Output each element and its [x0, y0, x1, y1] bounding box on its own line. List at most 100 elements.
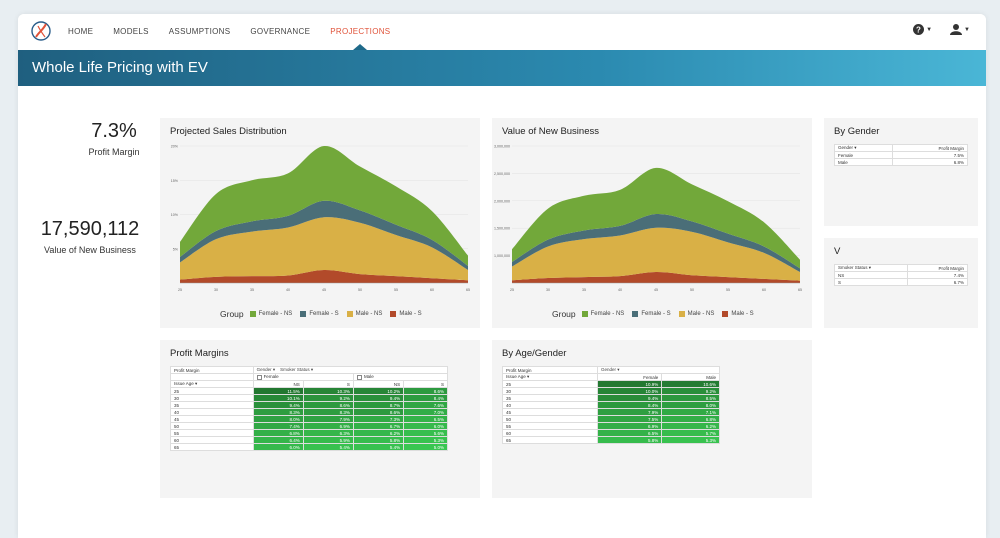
area-female-s[interactable] — [180, 200, 468, 270]
x-tick-label: 30 — [214, 288, 218, 292]
legend-item[interactable]: Female - S — [632, 311, 671, 317]
heat-cell: 5.4% — [302, 443, 354, 451]
table-header[interactable]: Smoker Status ▾ — [833, 264, 909, 272]
row-header[interactable]: Issue Age ▾ — [502, 373, 598, 381]
column-group-female[interactable]: Female — [252, 373, 354, 381]
legend-item[interactable]: Female - S — [300, 311, 339, 317]
legend-item[interactable]: Male - S — [722, 311, 754, 317]
area-male-ns[interactable] — [512, 227, 800, 281]
nav-projections[interactable]: PROJECTIONS — [330, 14, 390, 50]
table-cell: Male — [833, 158, 894, 166]
table-header[interactable]: Gender ▾ — [833, 144, 894, 152]
row-label: 60 — [502, 429, 598, 437]
nav-right: ? ▼ ▼ — [895, 24, 970, 35]
legend-label: Female - S — [309, 311, 339, 317]
heat-cell: 8.3% — [302, 408, 354, 416]
table-row: 30 10.1% 9.2% 9.4% 8.4% — [170, 394, 448, 402]
heat-cell: 5.0% — [403, 443, 448, 451]
vnb-card: Value of New Business 3,000,000 2,500,000… — [492, 118, 812, 328]
swatch-male-ns — [678, 311, 685, 317]
row-label: 50 — [170, 422, 254, 430]
column-group-male[interactable]: Male — [352, 373, 449, 381]
help-menu[interactable]: ? ▼ — [913, 24, 932, 35]
table-cell: 7.5% — [892, 151, 968, 159]
row-label: 55 — [502, 422, 598, 430]
table-cell: S — [833, 278, 909, 286]
heat-cell: 10.9% — [596, 380, 663, 388]
table-row: 55 6.8% 6.3% 6.2% 5.6% — [170, 429, 448, 437]
heat-cell: 11.5% — [252, 387, 304, 395]
heat-cell: 7.4% — [252, 422, 304, 430]
row-label: 40 — [502, 401, 598, 409]
area-female-ns[interactable] — [512, 167, 800, 269]
area-male-s[interactable] — [180, 269, 468, 283]
legend-title: Group — [220, 309, 244, 319]
help-icon: ? — [913, 24, 925, 35]
sales-distribution-chart[interactable]: 20% 15% 10% 5% 25 30 35 40 45 50 55 60 65 — [160, 118, 480, 328]
table-row: NS 7.4% — [833, 271, 968, 279]
pivot-control-row: Profit Margin Gender ▾ Smoker Status ▾ — [170, 366, 449, 374]
nav-models[interactable]: MODELS — [113, 27, 149, 36]
heat-cell: 8.6% — [403, 387, 448, 395]
heat-cell: 10.2% — [352, 387, 405, 395]
heat-cell: 8.0% — [252, 415, 304, 423]
table-row: 30 10.0% 9.2% — [502, 387, 720, 395]
y-tick-label: 20% — [171, 145, 179, 149]
x-tick-label: 65 — [466, 288, 470, 292]
heat-cell: 5.6% — [403, 429, 448, 437]
row-label: 55 — [170, 429, 254, 437]
vnb-chart[interactable]: 3,000,000 2,500,000 2,000,000 1,500,000 1,00… — [492, 118, 812, 328]
area-male-s[interactable] — [512, 272, 800, 283]
heat-cell: 6.0% — [403, 422, 448, 430]
table-row: 40 8.3% 8.3% 8.6% 7.0% — [170, 408, 448, 416]
row-label: 45 — [170, 415, 254, 423]
nav-assumptions[interactable]: ASSUMPTIONS — [168, 27, 231, 36]
top-nav: HOME MODELS ASSUMPTIONS GOVERNANCE PROJE… — [18, 14, 986, 50]
row-label: 25 — [502, 380, 598, 388]
heat-cell: 7.5% — [596, 415, 663, 423]
area-female-ns[interactable] — [180, 145, 468, 266]
heat-cell: 8.7% — [352, 401, 405, 409]
legend-item[interactable]: Male - NS — [678, 311, 714, 317]
table-row: 65 5.8% 5.3% — [502, 436, 720, 444]
heat-cell: 5.8% — [596, 436, 663, 444]
card-title: Profit Margins — [170, 348, 229, 359]
row-label: 30 — [502, 387, 598, 395]
x-tick-label: 35 — [582, 288, 586, 292]
x-tick-label: 35 — [250, 288, 254, 292]
row-header[interactable]: Issue Age ▾ — [170, 380, 254, 388]
heat-cell: 6.9% — [596, 422, 663, 430]
x-tick-label: 50 — [690, 288, 694, 292]
y-tick-label: 3,000,000 — [494, 145, 510, 149]
smoker-filter[interactable]: Smoker Status ▾ — [280, 367, 314, 372]
area-male-ns[interactable] — [180, 217, 468, 281]
nav-governance[interactable]: GOVERNANCE — [250, 27, 311, 36]
y-tick-label: 2,500,000 — [494, 172, 510, 176]
legend-item[interactable]: Male - NS — [346, 311, 382, 317]
heat-cell: 8.6% — [302, 401, 354, 409]
heat-cell: 10.3% — [302, 387, 354, 395]
legend-item[interactable]: Male - S — [390, 311, 422, 317]
gender-filter[interactable]: Gender ▾ — [256, 367, 276, 372]
table-row: 50 7.4% 6.9% 6.7% 6.0% — [170, 422, 448, 430]
row-label: 65 — [502, 436, 598, 444]
logo-icon[interactable] — [30, 20, 52, 42]
table-header: Profit Margin — [907, 264, 968, 272]
gender-filter[interactable]: Gender ▾ — [596, 366, 721, 374]
user-menu[interactable]: ▼ — [950, 24, 970, 35]
heat-cell: 6.5% — [596, 429, 663, 437]
age-gender-table-body: 25 10.9% 10.6% 30 10.0% 9.2% 35 9.4% 8.5% 40 8.4% 8… — [502, 380, 720, 444]
page-banner: Whole Life Pricing with EV — [18, 50, 986, 86]
area-female-s[interactable] — [512, 213, 800, 273]
legend-item[interactable]: Female - NS — [581, 311, 624, 317]
nav-home[interactable]: HOME — [68, 27, 94, 36]
x-tick-label: 25 — [510, 288, 514, 292]
legend-item[interactable]: Female - NS — [249, 311, 292, 317]
y-tick-label: 5% — [173, 247, 179, 251]
age-gender-table: Profit Margin Gender ▾ Issue Age ▾ Femal… — [502, 366, 721, 444]
heat-cell: 7.1% — [661, 408, 720, 416]
row-label: 60 — [170, 436, 254, 444]
by-age-gender-card: By Age/Gender Profit Margin Gender ▾ Iss… — [492, 340, 812, 498]
heat-cell: 7.9% — [596, 408, 663, 416]
row-label: 65 — [170, 443, 254, 451]
